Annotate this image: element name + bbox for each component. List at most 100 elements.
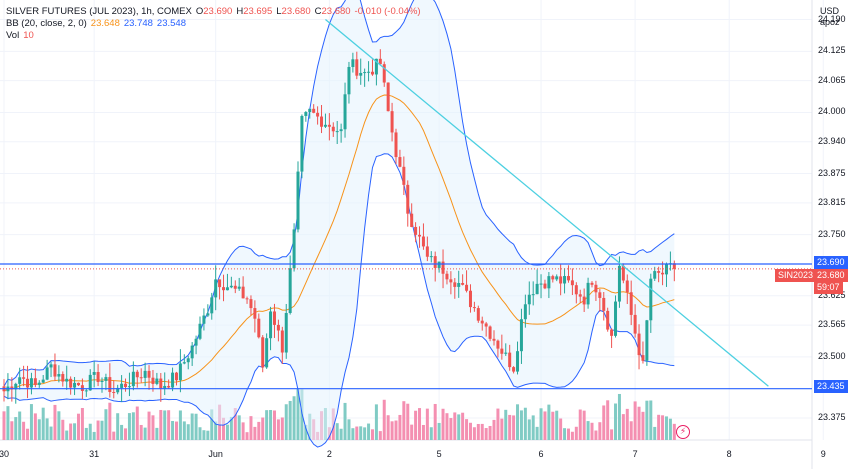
candle-body[interactable]	[449, 279, 453, 283]
candle-body[interactable]	[617, 265, 621, 302]
candle-body[interactable]	[135, 371, 139, 378]
candle-body[interactable]	[131, 371, 135, 387]
candle-body[interactable]	[566, 276, 570, 281]
candle-body[interactable]	[96, 371, 100, 383]
candle-body[interactable]	[225, 287, 229, 291]
candle-body[interactable]	[210, 297, 214, 314]
candle-body[interactable]	[163, 385, 167, 389]
candle-body[interactable]	[69, 378, 73, 388]
candle-body[interactable]	[92, 371, 96, 375]
candle-body[interactable]	[621, 265, 625, 281]
candle-body[interactable]	[139, 377, 143, 379]
candle-body[interactable]	[531, 294, 535, 296]
candle-body[interactable]	[127, 386, 131, 388]
candle-body[interactable]	[484, 323, 488, 327]
candle-body[interactable]	[508, 352, 512, 368]
candle-body[interactable]	[602, 297, 606, 311]
candle-body[interactable]	[363, 72, 367, 74]
candle-body[interactable]	[65, 378, 69, 382]
bb-lower-line[interactable]	[3, 153, 675, 448]
candle-body[interactable]	[57, 374, 61, 377]
candle-body[interactable]	[355, 59, 359, 76]
candle-body[interactable]	[461, 283, 465, 285]
candle-body[interactable]	[26, 378, 30, 388]
candle-body[interactable]	[390, 111, 394, 133]
candle-body[interactable]	[312, 108, 316, 113]
candle-body[interactable]	[178, 363, 182, 381]
candle-body[interactable]	[543, 283, 547, 289]
candle-body[interactable]	[206, 313, 210, 316]
candle-body[interactable]	[29, 378, 33, 388]
bb-basis-line[interactable]	[3, 94, 675, 392]
lightning-icon[interactable]: ⚡	[676, 425, 690, 439]
candle-body[interactable]	[516, 351, 520, 372]
candle-body[interactable]	[519, 319, 523, 352]
candle-body[interactable]	[374, 58, 378, 75]
candle-body[interactable]	[323, 124, 327, 127]
candle-body[interactable]	[241, 286, 245, 299]
drawn-lines[interactable]	[0, 19, 812, 390]
candle-body[interactable]	[563, 276, 567, 284]
candle-body[interactable]	[100, 380, 104, 383]
candle-body[interactable]	[257, 318, 261, 338]
candle-body[interactable]	[370, 71, 374, 75]
candle-body[interactable]	[233, 285, 237, 289]
candle-body[interactable]	[265, 338, 269, 368]
candle-body[interactable]	[394, 132, 398, 158]
candle-body[interactable]	[468, 290, 472, 308]
candle-body[interactable]	[104, 377, 108, 381]
candle-body[interactable]	[512, 367, 516, 372]
candle-body[interactable]	[53, 364, 57, 377]
candle-body[interactable]	[167, 385, 171, 388]
candle-body[interactable]	[496, 340, 500, 349]
candle-body[interactable]	[441, 261, 445, 274]
candle-body[interactable]	[284, 312, 288, 353]
candle-body[interactable]	[637, 333, 641, 356]
candle-body[interactable]	[641, 355, 645, 361]
candle-body[interactable]	[386, 82, 390, 112]
candle-body[interactable]	[343, 94, 347, 130]
candle-body[interactable]	[535, 283, 539, 295]
candle-body[interactable]	[327, 124, 331, 127]
candle-body[interactable]	[523, 304, 527, 320]
candle-body[interactable]	[457, 283, 461, 287]
candle-body[interactable]	[406, 184, 410, 214]
candle-body[interactable]	[88, 374, 92, 391]
candle-body[interactable]	[214, 279, 218, 298]
candle-body[interactable]	[382, 64, 386, 83]
candle-body[interactable]	[300, 115, 304, 172]
candle-body[interactable]	[253, 308, 257, 319]
candle-body[interactable]	[410, 213, 414, 227]
candle-body[interactable]	[480, 320, 484, 324]
candle-body[interactable]	[610, 329, 614, 336]
candle-body[interactable]	[414, 226, 418, 235]
candle-body[interactable]	[288, 268, 292, 313]
candle-body[interactable]	[559, 276, 563, 284]
candle-body[interactable]	[155, 378, 159, 384]
candle-body[interactable]	[645, 320, 649, 361]
candle-body[interactable]	[570, 280, 574, 286]
candle-body[interactable]	[574, 285, 578, 295]
candle-body[interactable]	[147, 370, 151, 378]
candle-body[interactable]	[45, 367, 49, 380]
candle-body[interactable]	[582, 296, 586, 305]
candle-body[interactable]	[547, 276, 551, 289]
candlesticks[interactable]	[2, 49, 676, 404]
candle-body[interactable]	[437, 261, 441, 268]
bb-upper-line[interactable]	[3, 0, 675, 387]
candle-body[interactable]	[347, 66, 351, 95]
candle-body[interactable]	[351, 59, 355, 67]
candle-body[interactable]	[555, 276, 559, 280]
candle-body[interactable]	[237, 286, 241, 289]
candle-body[interactable]	[49, 364, 53, 368]
interval[interactable]: 1h	[141, 6, 152, 17]
candle-body[interactable]	[18, 377, 22, 384]
candle-body[interactable]	[598, 292, 602, 298]
symbol-name[interactable]: SILVER FUTURES (JUL 2023)	[6, 6, 136, 17]
candle-body[interactable]	[527, 294, 531, 305]
candle-body[interactable]	[500, 348, 504, 354]
candle-body[interactable]	[245, 298, 249, 300]
candle-body[interactable]	[116, 387, 120, 393]
candle-body[interactable]	[504, 352, 508, 354]
